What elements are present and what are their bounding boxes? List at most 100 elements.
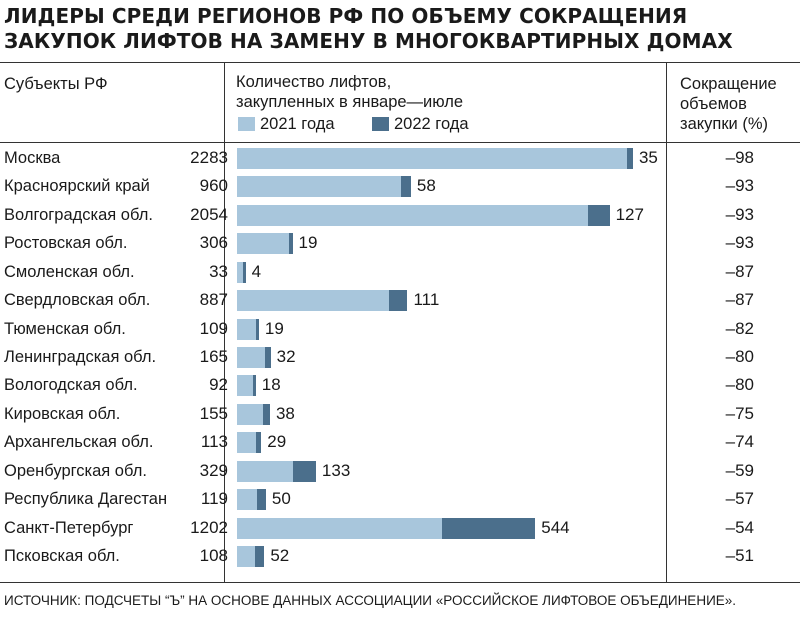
value-label-2021: 960	[199, 176, 228, 195]
chart-title: Лидеры среди регионов РФ по объему сокра…	[4, 4, 794, 54]
bar-2022	[252, 375, 256, 396]
chart-title-line-2: закупок лифтов на замену в многоквартирн…	[4, 29, 733, 53]
bar-2022	[242, 262, 246, 283]
reduction-label: –54	[725, 518, 754, 537]
column-header-region: Субъекты РФ	[4, 75, 108, 93]
value-label-2022: 133	[321, 461, 351, 480]
reduction-label: –93	[725, 176, 754, 195]
column-divider-left	[224, 62, 225, 582]
bar-2022	[587, 205, 610, 226]
reduction-label: –80	[725, 375, 754, 394]
region-label: Санкт-Петербург	[4, 519, 134, 537]
bar-2022	[265, 347, 271, 368]
value-label-2021: 109	[199, 319, 228, 338]
reduction-label: –98	[725, 148, 754, 167]
bar-2021	[237, 347, 266, 368]
bar-2022	[400, 176, 411, 197]
chart-title-line-1: Лидеры среди регионов РФ по объему сокра…	[4, 4, 688, 28]
bar-2022	[388, 290, 408, 311]
bar-2021	[237, 375, 253, 396]
column-header-bars-line-2: закупленных в январе—июле	[236, 93, 464, 111]
column-header-bars-line-1: Количество лифтов,	[236, 73, 392, 91]
value-label-2021: 155	[199, 404, 228, 423]
value-label-2021: 2054	[190, 205, 228, 224]
bar-2021	[237, 205, 588, 226]
value-label-2022: 35	[638, 148, 658, 167]
bar-2022	[627, 148, 633, 169]
column-header-reduction-line-1: Сокращение	[680, 75, 777, 93]
reduction-label: –59	[725, 461, 754, 480]
bar-2021	[237, 176, 401, 197]
value-label-2021: 329	[199, 461, 228, 480]
value-label-2021: 92	[209, 375, 228, 394]
value-label-2022: 544	[541, 518, 570, 537]
bar-2022	[263, 404, 270, 425]
region-label: Архангельская обл.	[4, 433, 154, 451]
region-label: Москва	[4, 149, 61, 167]
reduction-label: –75	[725, 404, 754, 423]
region-label: Вологодская обл.	[4, 376, 138, 394]
bar-2022	[442, 518, 536, 539]
bar-2021	[237, 546, 256, 567]
value-label-2022: 38	[275, 404, 295, 423]
region-label: Смоленская обл.	[4, 263, 135, 281]
value-label-2021: 1202	[190, 518, 228, 537]
value-label-2022: 127	[615, 205, 644, 224]
bar-2021	[237, 518, 443, 539]
value-label-2021: 108	[199, 546, 228, 565]
legend-swatch-2021	[238, 117, 255, 131]
value-label-2021: 306	[199, 233, 228, 252]
value-label-2022: 19	[298, 233, 318, 252]
column-header-reduction-line-2: объемов	[680, 95, 747, 113]
bar-2022	[293, 461, 316, 482]
value-label-2022: 19	[264, 319, 284, 338]
bar-2021	[237, 290, 389, 311]
bar-2021	[237, 489, 258, 510]
reduction-label: –57	[725, 489, 754, 508]
value-label-2022: 111	[413, 290, 440, 309]
footer-rule	[0, 582, 800, 583]
bar-2022	[255, 546, 265, 567]
bar-2022	[256, 432, 262, 453]
legend-swatch-2022	[372, 117, 389, 131]
header-bottom-rule	[0, 142, 800, 143]
value-label-2022: 29	[267, 432, 287, 451]
bar-2022	[257, 489, 266, 510]
value-label-2022: 52	[270, 546, 290, 565]
column-divider-right	[666, 62, 667, 582]
value-label-2021: 33	[209, 262, 228, 281]
bar-2021	[237, 148, 627, 169]
bar-2021	[237, 404, 264, 425]
reduction-label: –82	[725, 319, 754, 338]
region-label: Волгоградская обл.	[4, 206, 153, 224]
region-label: Ростовская обл.	[4, 234, 128, 252]
bar-2022	[289, 233, 293, 254]
region-label: Оренбургская обл.	[4, 462, 147, 480]
value-label-2022: 58	[416, 176, 436, 195]
region-label: Ленинградская обл.	[4, 348, 157, 366]
bar-2021	[237, 319, 256, 340]
reduction-label: –93	[725, 205, 754, 224]
legend-label-2021: 2021 года	[260, 115, 335, 133]
bar-2021	[237, 461, 294, 482]
region-label: Красноярский край	[4, 177, 150, 195]
region-label: Тюменская обл.	[4, 320, 126, 338]
legend-label-2022: 2022 года	[394, 115, 469, 133]
value-label-2021: 119	[200, 489, 228, 508]
reduction-label: –74	[725, 432, 754, 451]
region-label: Псковская обл.	[4, 547, 120, 565]
source-note: ИСТОЧНИК: ПОДСЧЕТЫ “Ъ” НА ОСНОВЕ ДАННЫХ …	[4, 593, 737, 608]
reduction-label: –93	[725, 233, 754, 252]
bar-2021	[237, 262, 243, 283]
bar-2022	[255, 319, 259, 340]
reduction-label: –51	[725, 546, 754, 565]
value-label-2021: 2283	[190, 148, 228, 167]
reduction-label: –87	[725, 262, 754, 281]
value-label-2021: 113	[200, 432, 228, 451]
header-top-rule	[0, 62, 800, 63]
bar-2021	[237, 432, 257, 453]
reduction-label: –80	[725, 347, 754, 366]
column-header-reduction-line-3: закупки (%)	[680, 115, 769, 133]
bar-2021	[237, 233, 290, 254]
region-label: Республика Дагестан	[4, 490, 168, 508]
